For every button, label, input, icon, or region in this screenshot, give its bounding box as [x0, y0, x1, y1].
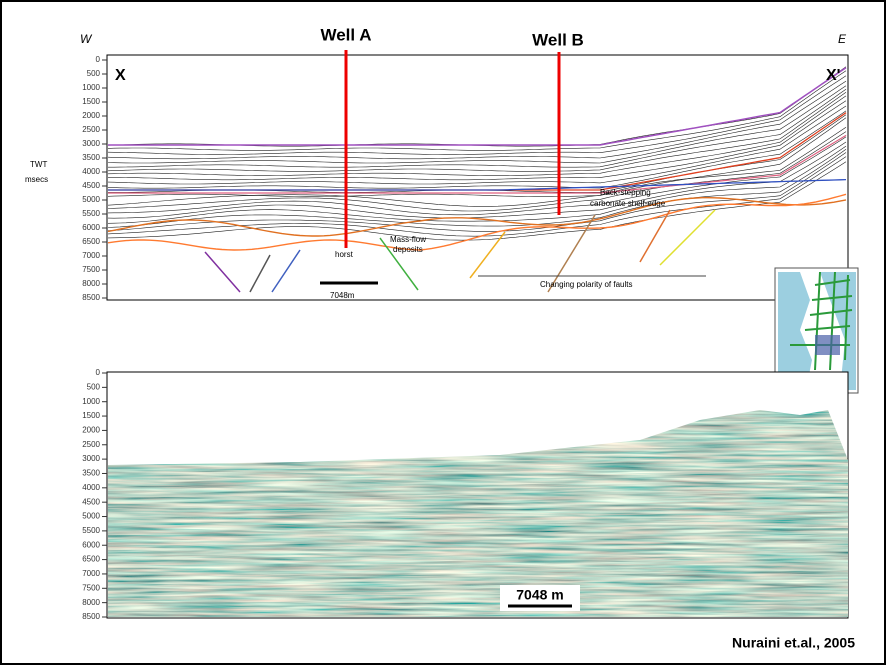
- depth-label: 5000: [82, 195, 100, 204]
- depth-label: 4500: [82, 181, 100, 190]
- depth-label: 8000: [82, 598, 100, 607]
- depth-label: 7000: [82, 251, 100, 260]
- depth-label: 6000: [82, 540, 100, 549]
- depth-label: 5500: [82, 526, 100, 535]
- well-label: Well B: [532, 30, 584, 49]
- scale-label: 7048m: [330, 291, 355, 300]
- depth-label: 4000: [82, 483, 100, 492]
- depth-label: 7500: [82, 583, 100, 592]
- depth-label: 5000: [82, 512, 100, 521]
- axis-title: TWT: [30, 160, 47, 169]
- scale-label: 7048 m: [516, 587, 563, 603]
- annotation: Back-stepping: [600, 188, 651, 197]
- depth-label: 1500: [82, 411, 100, 420]
- interpretation-panel: [107, 55, 848, 300]
- depth-label: 8000: [82, 279, 100, 288]
- depth-label: 6500: [82, 237, 100, 246]
- annotation: carbonate shelf-edge: [590, 199, 666, 208]
- depth-label: 1000: [82, 83, 100, 92]
- axis-title: msecs: [25, 175, 48, 184]
- depth-label: 7000: [82, 569, 100, 578]
- depth-label: 7500: [82, 265, 100, 274]
- east-label: E: [838, 32, 847, 46]
- section-end: X': [826, 67, 840, 84]
- depth-label: 0: [96, 55, 101, 64]
- depth-label: 1500: [82, 97, 100, 106]
- annotation: horst: [335, 250, 354, 259]
- depth-label: 0: [96, 368, 101, 377]
- west-label: W: [80, 32, 93, 46]
- annotation: Mass-flow: [390, 235, 426, 244]
- depth-label: 5500: [82, 209, 100, 218]
- depth-label: 4500: [82, 497, 100, 506]
- well-label: Well A: [320, 25, 371, 44]
- depth-label: 1000: [82, 397, 100, 406]
- depth-label: 2000: [82, 111, 100, 120]
- depth-label: 4000: [82, 167, 100, 176]
- survey-block: [815, 335, 840, 355]
- depth-label: 500: [87, 382, 101, 391]
- depth-label: 2500: [82, 125, 100, 134]
- depth-label: 6500: [82, 555, 100, 564]
- depth-label: 8500: [82, 293, 100, 302]
- depth-label: 3500: [82, 469, 100, 478]
- annotation: deposits: [393, 245, 423, 254]
- section-start: X: [115, 67, 126, 84]
- depth-label: 3500: [82, 153, 100, 162]
- annotation: Changing polarity of faults: [540, 280, 633, 289]
- depth-label: 3000: [82, 454, 100, 463]
- citation: Nuraini et.al., 2005: [732, 635, 855, 651]
- depth-label: 2500: [82, 440, 100, 449]
- depth-label: 2000: [82, 426, 100, 435]
- figure: W E Well A Well B X X' TWT msecs horst M…: [0, 0, 886, 665]
- depth-label: 500: [87, 69, 101, 78]
- depth-label: 3000: [82, 139, 100, 148]
- depth-label: 6000: [82, 223, 100, 232]
- depth-label: 8500: [82, 612, 100, 621]
